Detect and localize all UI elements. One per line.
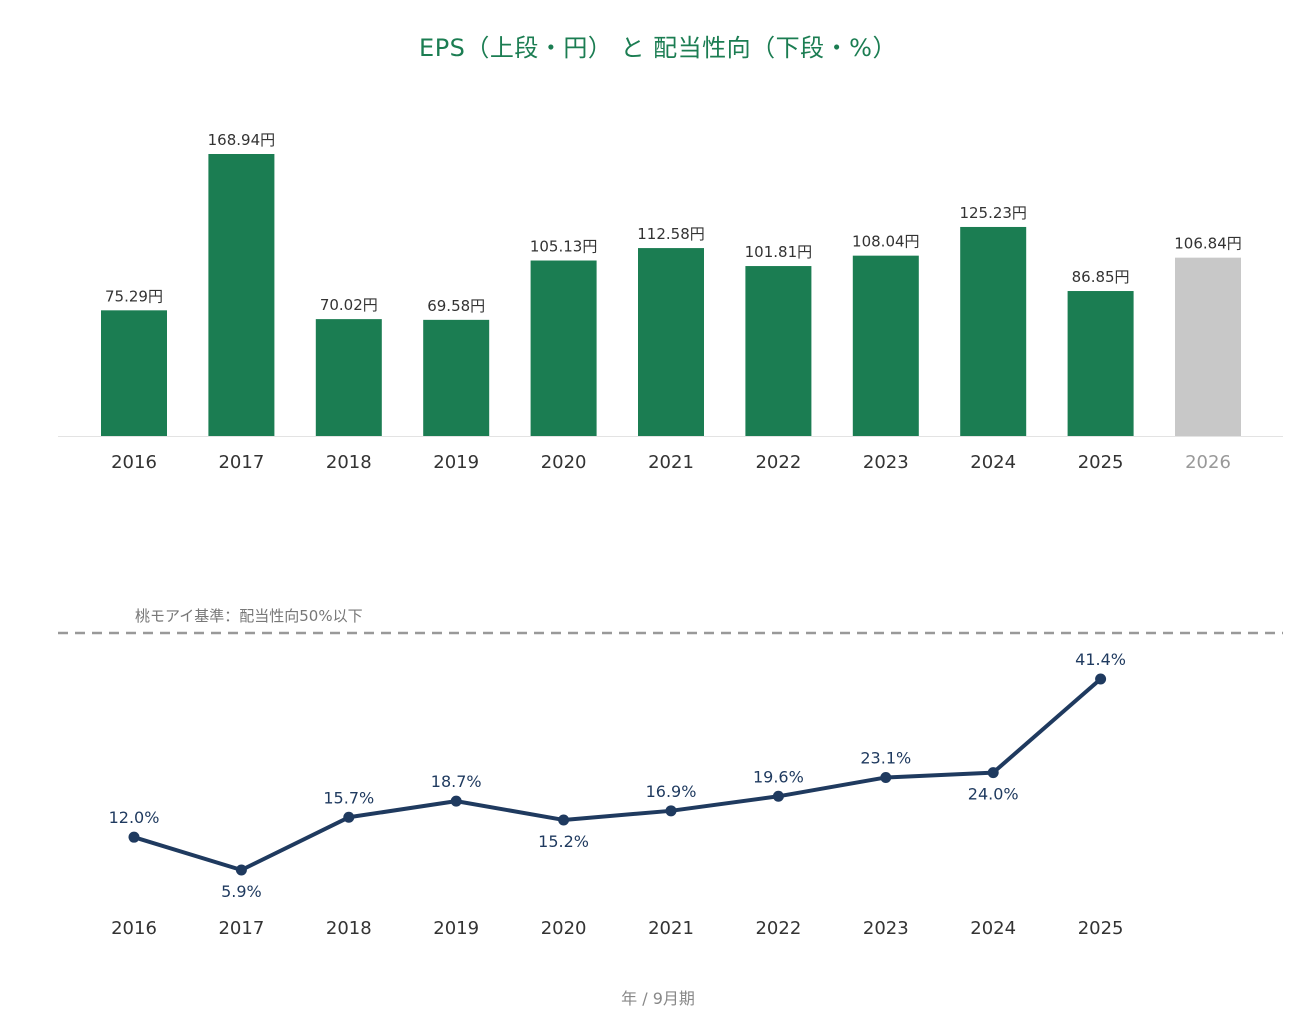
eps-x-tick: 2026 — [1185, 452, 1231, 473]
eps-x-tick: 2021 — [648, 452, 694, 473]
eps-bar-2018 — [315, 319, 382, 436]
eps-bar-2019 — [423, 319, 490, 436]
eps-x-tick: 2025 — [1078, 452, 1124, 473]
payout-series-line — [132, 677, 1103, 872]
eps-bar-2016 — [101, 310, 167, 436]
eps-value-label: 125.23円 — [959, 204, 1027, 222]
eps-value-label: 105.13円 — [530, 238, 598, 256]
eps-bar-2022 — [745, 266, 812, 436]
payout-x-tick: 2016 — [111, 918, 157, 939]
payout-value-label: 12.0% — [109, 808, 160, 827]
eps-value-label: 112.58円 — [637, 225, 705, 243]
payout-value-label: 16.9% — [646, 782, 697, 801]
payout-value-label: 24.0% — [968, 785, 1019, 804]
eps-bar-2024 — [960, 226, 1027, 436]
x-axis-caption: 年 / 9月期 — [621, 989, 695, 1008]
eps-x-tick: 2016 — [111, 452, 157, 473]
payout-x-tick: 2021 — [648, 918, 694, 939]
threshold-label: 桃モアイ基準：配当性向50%以下 — [135, 607, 363, 625]
eps-x-tick: 2024 — [970, 452, 1016, 473]
eps-bar-2021 — [638, 248, 704, 436]
payout-x-tick: 2025 — [1078, 918, 1124, 939]
payout-value-label: 18.7% — [431, 772, 482, 791]
payout-point-2018 — [343, 811, 355, 823]
payout-point-2019 — [450, 795, 462, 807]
eps-bar-2020 — [530, 260, 597, 436]
payout-point-2020 — [558, 814, 570, 826]
eps-value-label: 75.29円 — [105, 287, 163, 305]
payout-point-2024 — [987, 767, 999, 779]
payout-line-chart: 桃モアイ基準：配当性向50%以下 12.0% 2016 5.9% 2017 15.7% 20… — [58, 607, 1283, 939]
eps-x-tick: 2018 — [326, 452, 372, 473]
eps-bar-chart: 75.29円 2016 168.94円 2017 70.02円 2018 69.58円 201… — [58, 131, 1283, 473]
eps-bar-2026 — [1175, 257, 1241, 436]
payout-x-tick: 2017 — [218, 918, 264, 939]
eps-value-label: 168.94円 — [208, 131, 276, 149]
payout-value-label: 19.6% — [753, 767, 804, 786]
eps-value-label: 86.85円 — [1072, 268, 1130, 286]
payout-x-tick: 2019 — [433, 918, 479, 939]
eps-value-label: 108.04円 — [852, 233, 920, 251]
payout-x-tick: 2024 — [970, 918, 1016, 939]
eps-bar-2023 — [852, 255, 919, 436]
eps-value-label: 70.02円 — [320, 296, 378, 314]
payout-point-2022 — [772, 790, 784, 802]
payout-x-tick: 2020 — [541, 918, 587, 939]
eps-x-tick: 2020 — [541, 452, 587, 473]
eps-x-tick: 2023 — [863, 452, 909, 473]
payout-value-label: 5.9% — [221, 882, 262, 901]
eps-bar-2017 — [208, 154, 275, 436]
eps-value-label: 106.84円 — [1174, 235, 1242, 253]
payout-point-2017 — [235, 864, 247, 876]
eps-value-label: 101.81円 — [745, 243, 813, 261]
payout-x-tick: 2022 — [755, 918, 801, 939]
eps-x-tick: 2022 — [755, 452, 801, 473]
payout-value-label: 15.2% — [538, 832, 589, 851]
payout-value-label: 23.1% — [860, 748, 911, 767]
eps-bar-2025 — [1067, 291, 1134, 436]
payout-value-label: 15.7% — [323, 788, 374, 807]
payout-point-2021 — [665, 805, 677, 817]
chart-title: EPS（上段・円） と 配当性向（下段・%） — [419, 34, 897, 62]
payout-point-2025 — [1095, 673, 1107, 685]
payout-point-2016 — [128, 831, 140, 843]
eps-value-label: 69.58円 — [427, 297, 485, 315]
payout-point-2023 — [880, 771, 892, 783]
eps-x-tick: 2017 — [218, 452, 264, 473]
payout-value-label: 41.4% — [1075, 650, 1126, 669]
payout-x-tick: 2023 — [863, 918, 909, 939]
payout-x-tick: 2018 — [326, 918, 372, 939]
eps-x-tick: 2019 — [433, 452, 479, 473]
